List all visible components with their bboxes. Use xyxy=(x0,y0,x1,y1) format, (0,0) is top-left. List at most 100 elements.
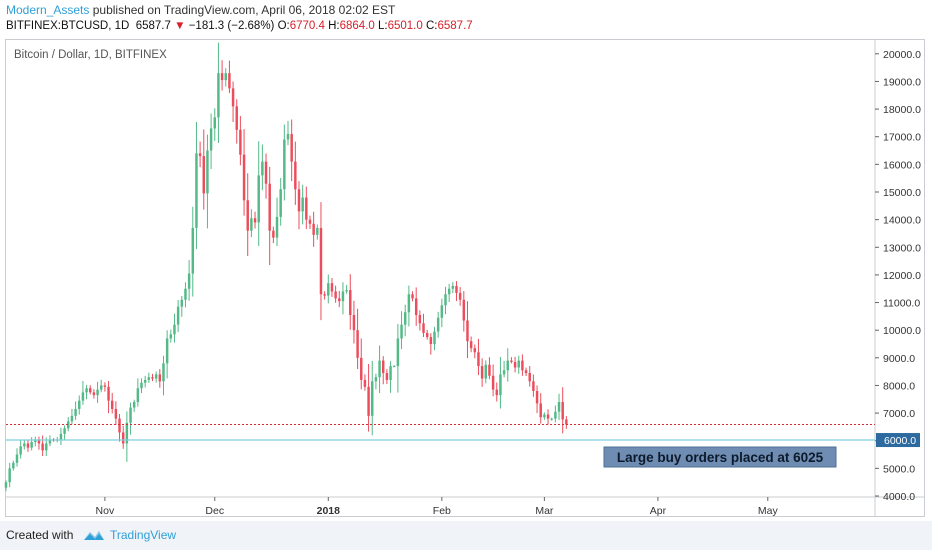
open-value: 6770.4 xyxy=(289,20,325,32)
price-tick-label: 13000.0 xyxy=(883,242,921,254)
candle-body xyxy=(253,218,257,223)
candle-body xyxy=(191,227,195,274)
price-tick-label: 20000.0 xyxy=(883,49,921,61)
price-tick-label: 15000.0 xyxy=(883,187,921,199)
candle-body xyxy=(99,385,103,390)
candle-body xyxy=(121,432,125,444)
candle-body xyxy=(264,161,268,184)
candle-body xyxy=(173,324,176,335)
candle-body xyxy=(67,421,70,429)
candle-body xyxy=(447,288,451,295)
time-tick-label: Nov xyxy=(96,505,115,517)
candle-body xyxy=(220,73,224,81)
candle-body xyxy=(312,223,315,235)
candle-body xyxy=(187,273,191,289)
candle-body xyxy=(396,338,400,367)
price-tick-label: 5000.0 xyxy=(883,463,915,475)
candle-body xyxy=(466,320,469,342)
candle-body xyxy=(436,317,440,332)
candle-body xyxy=(433,331,436,344)
candle-body xyxy=(418,314,422,324)
candle-body xyxy=(30,442,33,448)
price-tick-label: 14000.0 xyxy=(883,215,921,227)
candle-body xyxy=(535,390,539,404)
candle-body xyxy=(81,392,85,401)
candle-body xyxy=(107,386,110,401)
candle-body xyxy=(257,175,260,223)
candle-body xyxy=(110,400,114,409)
candle-body xyxy=(85,388,88,393)
candle-body xyxy=(272,230,275,238)
annotation-text: Large buy orders placed at 6025 xyxy=(617,450,824,465)
candle-body xyxy=(458,292,462,300)
annotation-box[interactable] xyxy=(603,446,837,468)
candle-body xyxy=(451,285,455,289)
price-tick-label: 11000.0 xyxy=(883,298,920,310)
price-tick-label: 7000.0 xyxy=(883,408,915,420)
candle-body xyxy=(502,370,506,375)
candle-body xyxy=(286,133,290,140)
candle-body xyxy=(37,439,41,444)
candle-body xyxy=(250,218,253,231)
candle-body xyxy=(382,360,385,374)
time-axis[interactable]: Nov Dec 2018 Feb Mar Apr May xyxy=(96,497,779,517)
candle-body xyxy=(103,385,107,387)
tradingview-brand-link[interactable]: TradingView xyxy=(110,528,177,542)
candle-body xyxy=(561,402,564,420)
candle-body xyxy=(524,370,528,374)
candle-body xyxy=(162,363,165,382)
candle-body xyxy=(480,366,484,379)
tradingview-cloud-icon[interactable] xyxy=(82,528,106,542)
candle-body xyxy=(132,402,136,408)
candle-body xyxy=(305,197,308,220)
candle-body xyxy=(546,414,550,419)
support-price-tag xyxy=(876,433,920,448)
time-tick-label: Dec xyxy=(205,505,224,517)
candle-body xyxy=(495,389,498,396)
candle-body xyxy=(158,374,162,382)
candle-body xyxy=(403,312,407,325)
time-tick-label: 2018 xyxy=(317,505,341,517)
candle-body xyxy=(147,377,151,380)
candle-body xyxy=(532,381,535,391)
candle-body xyxy=(334,291,337,299)
candle-body xyxy=(59,433,63,440)
candle-body xyxy=(140,382,143,389)
candle-body xyxy=(74,408,77,416)
candle-body xyxy=(554,411,557,419)
candle-body xyxy=(15,454,19,463)
candle-body xyxy=(180,299,184,307)
chart-title: Bitcoin / Dollar, 1D, BITFINEX xyxy=(14,49,167,61)
publish-header: Modern_Assets published on TradingView.c… xyxy=(6,2,395,18)
candle-body xyxy=(308,219,312,224)
candle-body xyxy=(499,374,502,396)
candle-body xyxy=(374,377,378,382)
candle-body xyxy=(239,129,242,155)
candle-body xyxy=(356,330,359,358)
author-link[interactable]: Modern_Assets xyxy=(6,3,90,17)
candle-body xyxy=(242,154,246,201)
candle-body xyxy=(26,443,30,448)
candle-body xyxy=(143,379,147,383)
high-value: 6864.0 xyxy=(339,20,375,32)
candle-body xyxy=(517,360,520,368)
candle-body xyxy=(129,407,132,423)
candle-body xyxy=(12,462,15,469)
candle-body xyxy=(154,374,158,379)
candle-body xyxy=(510,360,513,362)
candle-body xyxy=(363,379,367,387)
candle-body xyxy=(330,283,334,292)
candle-body xyxy=(411,294,414,299)
candle-body xyxy=(543,414,546,418)
price-tick-label: 18000.0 xyxy=(883,104,921,116)
candle-body xyxy=(41,443,44,451)
high-label: H: xyxy=(328,20,340,32)
price-tick-label: 17000.0 xyxy=(883,132,921,144)
candle-body xyxy=(323,294,326,296)
candle-body xyxy=(184,288,187,300)
candle-body xyxy=(407,294,411,313)
candle-body xyxy=(367,386,370,416)
candle-body xyxy=(341,291,345,302)
chart-frame[interactable] xyxy=(5,39,925,517)
